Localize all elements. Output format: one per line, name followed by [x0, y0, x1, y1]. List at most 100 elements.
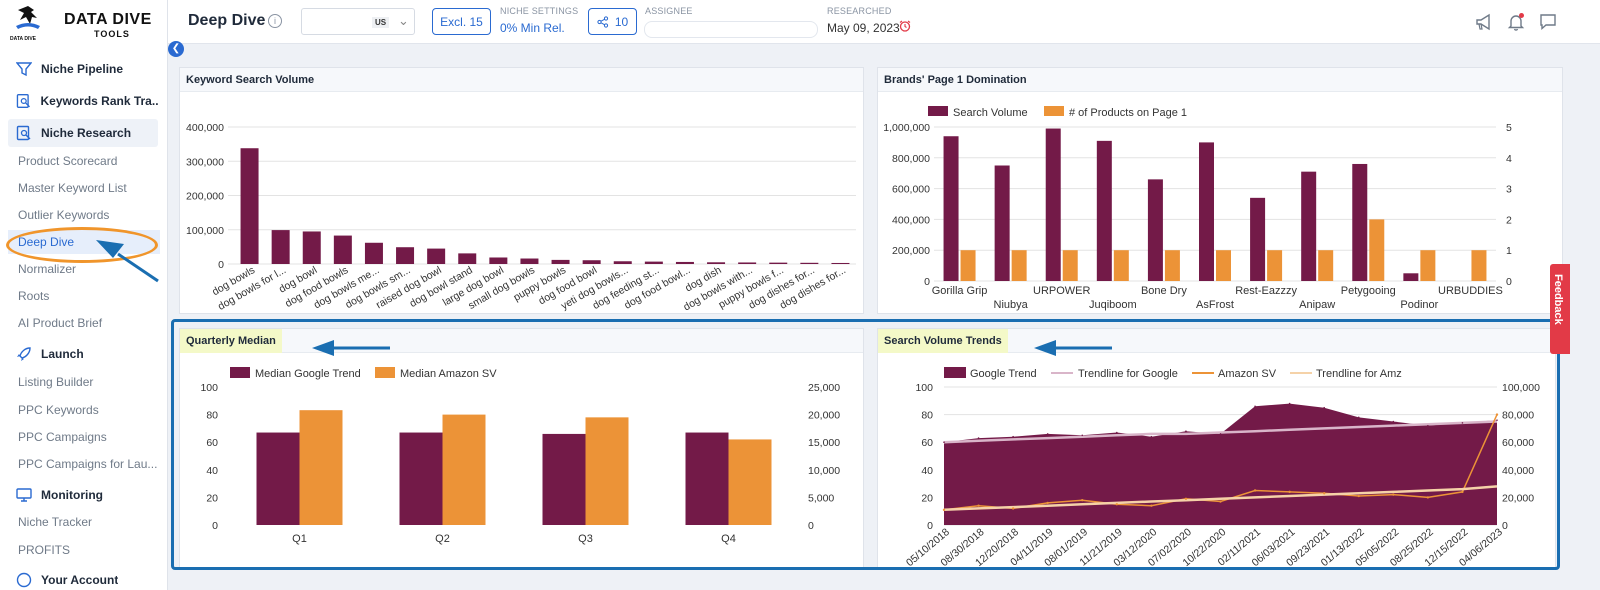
y-tick-label: 4 [1506, 153, 1512, 165]
bar [728, 439, 772, 525]
nav-keywords-rank-tracker[interactable]: Keywords Rank Tra... [8, 87, 158, 115]
nav-master-keyword-list[interactable]: Master Keyword List [18, 181, 127, 195]
brands-domination-panel: Brands' Page 1 Domination 0 200,000 400,00… [877, 67, 1563, 314]
feedback-tab[interactable]: Feedback [1550, 264, 1570, 354]
y-tick-label: 60 [921, 437, 933, 449]
alarm-clock-icon[interactable] [899, 20, 911, 32]
share-button[interactable]: 10 [588, 8, 637, 35]
bar [333, 235, 352, 264]
info-icon[interactable]: i [268, 14, 282, 28]
logo-brand: DATA DIVE [64, 11, 152, 28]
search-doc-icon [16, 94, 31, 108]
nav-ai-product-brief[interactable]: AI Product Brief [18, 316, 103, 330]
x-tick-label: Q1 [292, 533, 307, 545]
bar [271, 230, 290, 264]
y-tick-label: 0 [212, 520, 218, 532]
google-trend-point [1012, 435, 1014, 438]
y-tick-label: 200,000 [186, 191, 224, 203]
funnel-icon [16, 62, 32, 77]
bar [542, 433, 586, 525]
amazon-sv-point [1461, 490, 1464, 494]
y-tick-label: 80 [206, 410, 218, 422]
y-tick-label: 0 [924, 276, 930, 288]
legend-swatch [375, 367, 395, 378]
legend-label: Median Google Trend [255, 368, 361, 380]
exclusions-label: Excl. 15 [440, 14, 483, 29]
bar [551, 259, 570, 264]
y-tick-label: 40 [921, 465, 933, 477]
collapse-sidebar-button[interactable]: ❮ [168, 41, 184, 57]
nav-profits[interactable]: PROFITS [18, 543, 71, 557]
panel-header [180, 329, 863, 353]
amazon-sv-point [1011, 507, 1015, 510]
x-tick-label: Podinor [1400, 299, 1438, 311]
y-tick-label: 600,000 [892, 184, 930, 196]
assignee-caption: ASSIGNEE [645, 6, 693, 16]
marketplace-select[interactable]: US ⌄ [301, 8, 415, 35]
niche-settings-link[interactable]: 0% Min Rel. [500, 21, 565, 35]
panel-header [180, 68, 863, 92]
y-tick-label: 2 [1506, 214, 1512, 226]
marketplace-flag: US [372, 17, 390, 28]
google-trend-point [1288, 402, 1291, 405]
nav-outlier-keywords[interactable]: Outlier Keywords [18, 208, 110, 222]
nav-ppc-campaigns-launch[interactable]: PPC Campaigns for Lau... [18, 457, 158, 471]
share-count: 10 [614, 14, 629, 29]
bar [1164, 250, 1180, 281]
nav-roots[interactable]: Roots [18, 289, 50, 303]
bar [299, 410, 343, 525]
nav-niche-tracker[interactable]: Niche Tracker [18, 515, 93, 529]
bar [1250, 197, 1266, 281]
nav-your-account[interactable]: Your Account [8, 566, 158, 590]
y-tick-label: 20 [921, 492, 933, 504]
rocket-icon [17, 347, 31, 361]
panel-title: Keyword Search Volume [186, 74, 315, 86]
google-trend-point [1116, 431, 1118, 434]
user-icon [16, 572, 32, 588]
amazon-sv-point [1253, 489, 1257, 492]
y-tick-label: 15,000 [808, 437, 840, 449]
megaphone-icon[interactable] [1474, 12, 1494, 32]
google-trend-point [977, 437, 980, 439]
legend-label: Amazon SV [1218, 368, 1277, 380]
x-tick-label: Rest-Eazzzy [1235, 285, 1297, 297]
niche-settings-caption: NICHE SETTINGS [500, 6, 579, 16]
nav-product-scorecard[interactable]: Product Scorecard [18, 154, 118, 168]
bar [738, 262, 757, 264]
nav-niche-research[interactable]: Niche Research [8, 119, 158, 147]
bar [520, 258, 539, 264]
y-tick-label: 40,000 [1502, 465, 1534, 477]
chat-icon[interactable] [1538, 12, 1558, 32]
amazon-sv-point [1357, 494, 1360, 498]
legend-label: Search Volume [953, 107, 1028, 119]
nav-ppc-campaigns[interactable]: PPC Campaigns [18, 430, 107, 444]
keyword-search-volume-panel: Keyword Search Volume 0 100,000 200,000 300… [179, 67, 864, 314]
monitor-icon [16, 488, 32, 502]
x-tick-label: Gorilla Grip [932, 285, 988, 297]
amazon-sv-point [1115, 503, 1119, 506]
google-trend-point [1254, 405, 1256, 408]
nav-niche-pipeline[interactable]: Niche Pipeline [8, 55, 158, 83]
amazon-sv-point [1046, 501, 1049, 505]
nav-label: Your Account [41, 573, 119, 587]
y-tick-label: 20,000 [1502, 492, 1534, 504]
amazon-sv-point [1392, 493, 1395, 496]
nav-normalizer[interactable]: Normalizer [18, 262, 77, 276]
bell-icon[interactable] [1506, 12, 1526, 32]
search-volume-trends-panel: Search Volume Trends 0 20 40 60 80 100 0 20,000… [877, 328, 1556, 570]
nav-ppc-keywords[interactable]: PPC Keywords [18, 403, 99, 417]
x-tick-label: Bone Dry [1141, 285, 1187, 297]
bar [585, 417, 629, 525]
assignee-input[interactable] [644, 21, 818, 38]
exclusions-button[interactable]: Excl. 15 [432, 8, 491, 35]
nav-monitoring[interactable]: Monitoring [8, 481, 158, 509]
google-trend-point [1081, 434, 1084, 437]
legend-label: Trendline for Amz [1316, 368, 1402, 380]
nav-launch[interactable]: Launch [8, 340, 158, 368]
amazon-sv-point [1288, 490, 1291, 494]
nav-listing-builder[interactable]: Listing Builder [18, 375, 94, 389]
bar [1301, 171, 1317, 281]
logo[interactable]: DATA DIVE DATA DIVE TOOLS [6, 4, 156, 44]
bar [399, 432, 443, 525]
bar [1045, 128, 1061, 281]
